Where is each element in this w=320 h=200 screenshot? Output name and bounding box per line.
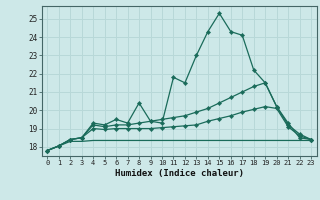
X-axis label: Humidex (Indice chaleur): Humidex (Indice chaleur) <box>115 169 244 178</box>
